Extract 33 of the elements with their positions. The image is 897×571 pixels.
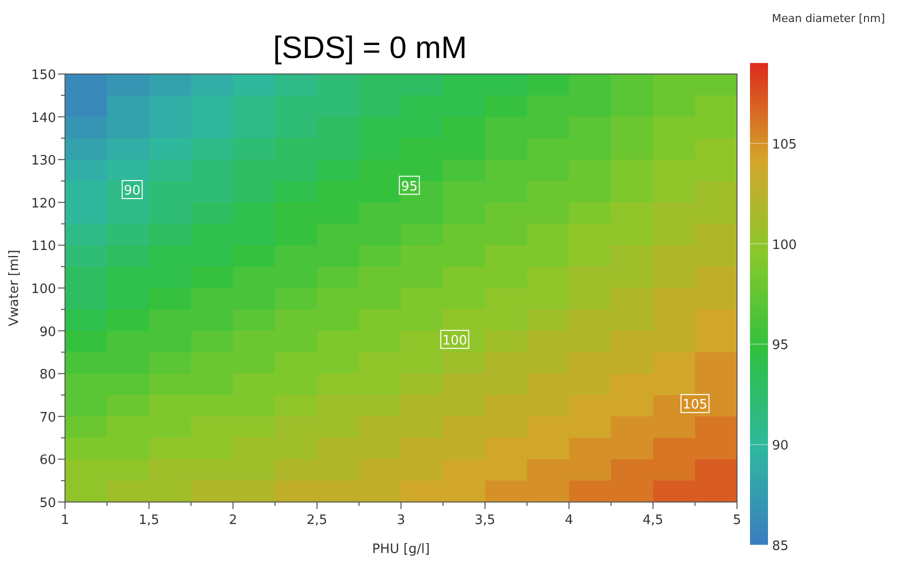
y-tick-label: 140 [31,110,56,126]
x-tick-label: 2 [228,513,238,528]
color-bar-label: 95 [772,338,789,354]
y-tick-label: 120 [31,196,56,212]
y-tick-label: 150 [31,68,56,83]
color-bar-label: 100 [772,238,797,253]
x-axis-title: PHU [g/l] [372,542,430,557]
x-tick-label: 5 [732,513,742,528]
y-tick-label: 100 [31,282,56,297]
x-tick-label: 3 [396,513,406,528]
x-tick-label: 4,5 [642,513,664,528]
x-tick-label: 2,5 [306,513,328,528]
color-bar-title: Mean diameter [nm] [772,12,885,25]
x-tick-label: 4 [564,513,574,528]
color-bar-label: 90 [772,438,789,454]
y-tick-label: 110 [31,239,56,254]
y-tick-label: 90 [39,324,56,340]
y-tick-label: 70 [39,410,56,426]
annotation: 90 [124,184,140,199]
y-tick-label: 50 [39,496,56,511]
chart-title: [SDS] = 0 mM [273,30,467,65]
color-bar-label: 85 [772,539,789,554]
x-tick-label: 3,5 [474,513,496,528]
y-tick-label: 80 [39,368,56,383]
y-tick-label: 130 [31,154,56,169]
annotation: 105 [682,398,708,413]
x-tick-label: 1 [60,513,70,528]
color-bar-label: 105 [772,137,797,152]
annotation: 95 [401,179,418,194]
y-tick-label: 60 [39,453,56,468]
y-axis-title: Vwater [ml] [7,250,22,326]
x-tick-label: 1,5 [138,513,160,528]
annotation: 100 [442,333,468,348]
